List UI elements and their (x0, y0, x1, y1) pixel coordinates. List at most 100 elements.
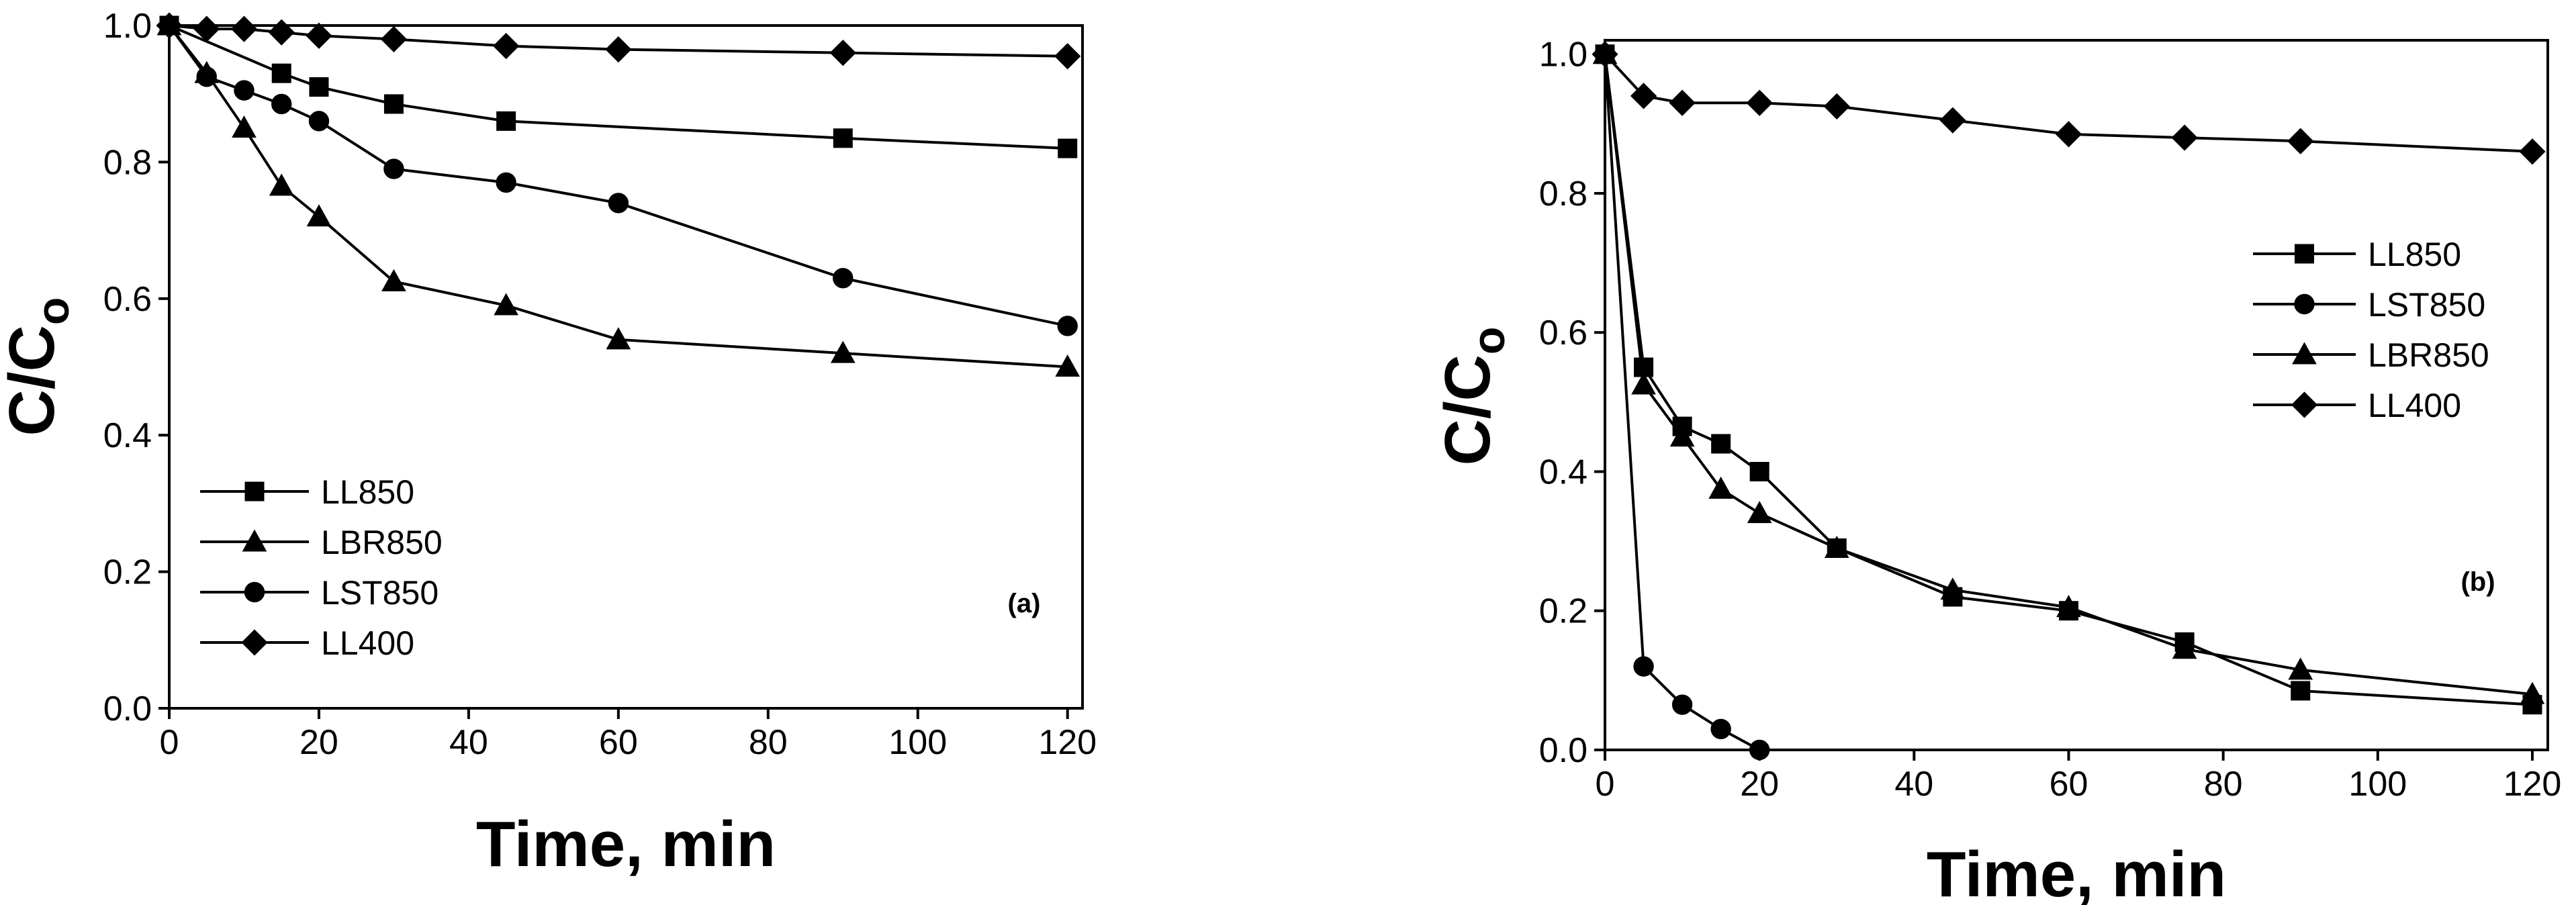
data-point (271, 93, 292, 115)
data-point (380, 26, 408, 52)
data-point (1940, 577, 1966, 600)
data-point (829, 40, 856, 66)
y-axis-title: C/Co (1432, 327, 1514, 466)
data-point (2172, 636, 2197, 659)
data-point (1710, 718, 1731, 740)
x-axis-title: Time, min (1927, 839, 2226, 905)
y-axis-title: C/Co (0, 297, 79, 436)
y-tick-label: 0.4 (1539, 452, 1588, 491)
data-point (1058, 138, 1078, 158)
data-point (1824, 535, 1849, 558)
data-point (1823, 93, 1850, 120)
x-axis-title: Time, min (476, 808, 776, 880)
data-point (2519, 138, 2546, 165)
data-point (232, 115, 257, 138)
data-point (1592, 41, 1618, 68)
y-axis-title-subscript: o (28, 297, 79, 326)
legend-label: LL400 (321, 624, 414, 662)
legend-marker (244, 481, 265, 502)
data-point (2520, 681, 2545, 704)
legend-marker (242, 529, 267, 552)
series-ll400 (156, 12, 1081, 70)
y-tick-label: 1.0 (1539, 36, 1588, 75)
legend: LL850 LBR850 LST850 LL400 (200, 473, 443, 662)
x-tick-label: 20 (300, 723, 338, 762)
data-point (494, 293, 518, 316)
y-axis-title-subscript: o (1463, 327, 1514, 355)
x-tick-label: 60 (599, 723, 638, 762)
data-point (1749, 739, 1770, 761)
legend-label: LBR850 (2368, 336, 2489, 374)
data-point (1669, 424, 1695, 447)
legend-marker (2295, 244, 2314, 264)
y-tick-label: 0.2 (1539, 592, 1588, 631)
plot-frame (1604, 39, 2549, 751)
y-tick-label: 0.4 (103, 416, 152, 455)
series-line (168, 24, 1068, 369)
x-tick-label: 100 (888, 723, 947, 762)
legend-marker (2294, 293, 2315, 315)
data-point (606, 327, 631, 350)
legend-marker (2291, 391, 2318, 418)
data-point (2056, 595, 2081, 618)
x-tick-label: 20 (1740, 765, 1779, 804)
legend-marker (244, 581, 265, 603)
data-point (1747, 501, 1772, 524)
data-point (608, 193, 629, 213)
y-tick-label: 0.6 (103, 280, 152, 319)
data-point (2287, 128, 2314, 154)
series-ll400 (1592, 41, 2546, 165)
data-point (2171, 124, 2198, 151)
data-point (1749, 461, 1769, 481)
data-point (196, 66, 217, 87)
y-tick-label: 0.2 (103, 553, 152, 592)
data-point (1671, 694, 1693, 715)
x-tick-label: 0 (1596, 765, 1615, 804)
legend-marker (241, 629, 268, 656)
legend-label: LL400 (2368, 387, 2461, 424)
data-point (2055, 121, 2082, 148)
data-point (496, 172, 516, 193)
data-point (383, 158, 404, 179)
legend-label: LL850 (321, 473, 414, 511)
data-point (1708, 476, 1733, 499)
panel-label: (a) (1008, 589, 1041, 618)
y-tick-label: 0.0 (103, 689, 152, 728)
x-tick-label: 120 (2503, 765, 2562, 804)
data-point (234, 80, 255, 101)
y-tick-label: 0.0 (1539, 731, 1588, 770)
y-tick-label: 0.8 (103, 143, 152, 182)
y-tick-label: 0.8 (1539, 175, 1588, 213)
y-tick-label: 0.6 (1539, 314, 1588, 352)
x-tick-label: 100 (2348, 765, 2407, 804)
x-tick-label: 60 (2050, 765, 2088, 804)
plot-frame (168, 24, 1084, 710)
legend: LL850 LST850 LBR850 LL400 (2253, 236, 2489, 424)
data-point (830, 340, 856, 363)
series-lbr850 (1592, 42, 2545, 704)
data-point (269, 173, 294, 196)
data-point (833, 268, 854, 289)
panel-label: (b) (2460, 567, 2495, 597)
series-line (168, 24, 1068, 328)
data-point (1054, 43, 1081, 70)
x-tick-label: 0 (160, 723, 179, 762)
series-line (169, 24, 1068, 58)
data-point (2291, 681, 2311, 701)
series-line (1604, 53, 2533, 153)
data-point (306, 204, 332, 227)
data-point (1055, 354, 1080, 377)
legend-label: LST850 (2368, 286, 2485, 324)
data-point (833, 128, 853, 148)
data-point (271, 63, 291, 83)
data-point (1746, 89, 1773, 116)
data-point (383, 94, 404, 114)
data-point (309, 77, 329, 97)
data-point (1669, 89, 1696, 116)
data-point (1630, 83, 1657, 109)
data-point (1057, 316, 1078, 336)
data-point (193, 15, 220, 42)
data-point (230, 15, 258, 42)
x-tick-label: 80 (749, 723, 788, 762)
